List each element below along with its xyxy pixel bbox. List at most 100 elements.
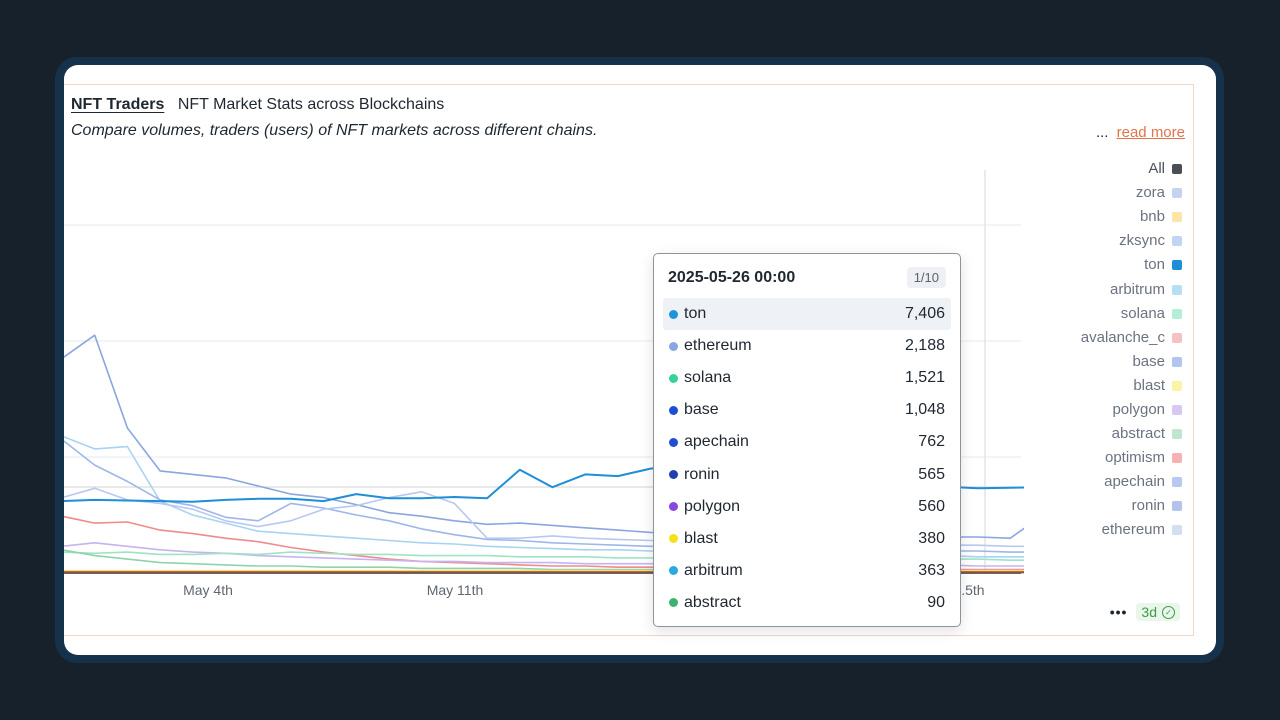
legend-label: apechain	[1104, 473, 1165, 491]
legend-swatch	[1172, 525, 1182, 536]
title-link[interactable]: NFT Traders	[71, 96, 165, 113]
tooltip-series-value: 363	[918, 561, 945, 579]
legend-item-polygon[interactable]: polygon	[1081, 398, 1182, 422]
tooltip-series-name: arbitrum	[684, 561, 743, 579]
legend: All zora bnb zksync ton arbitrum solana avalanc…	[1081, 157, 1182, 543]
legend-swatch	[1172, 332, 1182, 343]
time-range-badge[interactable]: 3d ✓	[1136, 603, 1180, 621]
x-tick-label: May 11th	[427, 582, 484, 598]
legend-swatch	[1172, 260, 1182, 271]
legend-label: ronin	[1131, 497, 1165, 515]
tooltip-series-value: 7,406	[904, 305, 945, 323]
legend-swatch	[1172, 477, 1182, 488]
tooltip-row-abstract: abstract 90	[663, 587, 951, 619]
legend-swatch	[1172, 236, 1182, 247]
legend-swatch	[1172, 212, 1182, 223]
tooltip-date: 2025-05-26 00:00	[668, 269, 796, 286]
title-row: NFT Traders NFT Market Stats across Bloc…	[71, 96, 444, 114]
legend-item-avalanche-c[interactable]: avalanche_c	[1081, 326, 1182, 350]
series-dot-icon	[669, 437, 678, 447]
legend-label: All	[1148, 160, 1165, 178]
tooltip-row-ethereum: ethereum 2,188	[663, 330, 951, 362]
legend-label: optimism	[1104, 449, 1165, 467]
tooltip-row-apechain: apechain 762	[663, 426, 951, 458]
legend-item-ton[interactable]: ton	[1081, 253, 1182, 277]
tooltip-series-value: 380	[918, 529, 945, 547]
read-more-wrap: ... read more	[1096, 124, 1185, 141]
legend-item-optimism[interactable]: optimism	[1081, 446, 1182, 470]
legend-swatch	[1172, 380, 1182, 391]
tooltip-series-value: 1,521	[904, 369, 945, 387]
legend-label: arbitrum	[1109, 280, 1165, 298]
legend-label: abstract	[1111, 425, 1165, 443]
series-dot-icon	[669, 341, 678, 351]
tooltip-row-ronin: ronin 565	[663, 458, 951, 490]
tooltip-row-polygon: polygon 560	[663, 491, 951, 523]
legend-swatch	[1172, 164, 1182, 175]
legend-item-arbitrum[interactable]: arbitrum	[1081, 277, 1182, 301]
tooltip-series-name: ethereum	[684, 337, 752, 355]
series-dot-icon	[669, 534, 678, 544]
legend-swatch	[1172, 453, 1182, 464]
legend-item-base[interactable]: base	[1081, 350, 1182, 374]
legend-label: solana	[1120, 304, 1165, 322]
series-dot-icon	[669, 309, 678, 319]
legend-item-ethereum[interactable]: ethereum	[1081, 518, 1182, 542]
legend-item-All[interactable]: All	[1081, 157, 1182, 181]
legend-label: ethereum	[1101, 521, 1165, 539]
tooltip-series-value: 90	[927, 593, 945, 611]
tooltip-series-value: 762	[918, 433, 945, 451]
legend-label: ton	[1144, 256, 1165, 274]
legend-item-solana[interactable]: solana	[1081, 302, 1182, 326]
x-tick-label: May 4th	[183, 582, 233, 598]
series-dot-icon	[669, 373, 678, 383]
legend-label: bnb	[1139, 208, 1165, 226]
tooltip-series-value: 1,048	[904, 401, 945, 419]
legend-swatch	[1172, 284, 1182, 295]
series-dot-icon	[669, 502, 678, 512]
tooltip-series-value: 2,188	[904, 337, 945, 355]
legend-swatch	[1172, 501, 1182, 512]
tooltip-row-ton: ton 7,406	[663, 298, 951, 331]
series-dot-icon	[669, 470, 678, 480]
tooltip-page-indicator[interactable]: 1/10	[906, 267, 946, 288]
legend-item-zksync[interactable]: zksync	[1081, 229, 1182, 253]
tooltip-series-value: 565	[918, 465, 945, 483]
legend-item-abstract[interactable]: abstract	[1081, 422, 1182, 446]
tooltip-row-base: base 1,048	[663, 394, 951, 426]
page-title: NFT Market Stats across Blockchains	[177, 96, 445, 113]
more-options-icon[interactable]: •••	[1109, 604, 1128, 620]
legend-item-blast[interactable]: blast	[1081, 374, 1182, 398]
tooltip-series-name: solana	[684, 369, 732, 387]
legend-swatch	[1172, 308, 1182, 319]
legend-label: avalanche_c	[1080, 328, 1165, 346]
tooltip-row-solana: solana 1,521	[663, 362, 951, 394]
legend-swatch	[1172, 188, 1182, 199]
panel-border	[64, 84, 1194, 636]
tooltip-series-name: base	[684, 401, 719, 419]
chart-tooltip: 2025-05-26 00:00 1/10 ton 7,406 ethereum 2,…	[653, 253, 961, 627]
tooltip-row-arbitrum: arbitrum 363	[663, 555, 951, 587]
legend-item-bnb[interactable]: bnb	[1081, 205, 1182, 229]
legend-swatch	[1172, 356, 1182, 367]
legend-label: zora	[1135, 184, 1165, 202]
tooltip-series-name: ronin	[684, 465, 720, 483]
legend-item-apechain[interactable]: apechain	[1081, 470, 1182, 494]
tooltip-series-value: 560	[918, 497, 945, 515]
series-dot-icon	[669, 598, 678, 608]
tooltip-rows: ton 7,406 ethereum 2,188 solana 1,521 base 1,04…	[663, 298, 951, 619]
tooltip-series-name: ton	[684, 305, 707, 323]
legend-label: base	[1132, 352, 1165, 370]
legend-item-ronin[interactable]: ronin	[1081, 494, 1182, 518]
read-more-link[interactable]: read more	[1116, 124, 1185, 141]
legend-label: polygon	[1112, 400, 1165, 418]
series-dot-icon	[669, 405, 678, 415]
tooltip-row-blast: blast 380	[663, 523, 951, 555]
legend-item-zora[interactable]: zora	[1081, 181, 1182, 205]
chart-card: NFT Traders NFT Market Stats across Bloc…	[64, 65, 1216, 655]
check-circle-icon: ✓	[1162, 605, 1175, 619]
tooltip-series-name: polygon	[684, 497, 741, 515]
legend-label: zksync	[1119, 232, 1165, 250]
tooltip-series-name: abstract	[684, 593, 741, 611]
chart-footer: ••• 3d ✓	[1110, 603, 1180, 621]
